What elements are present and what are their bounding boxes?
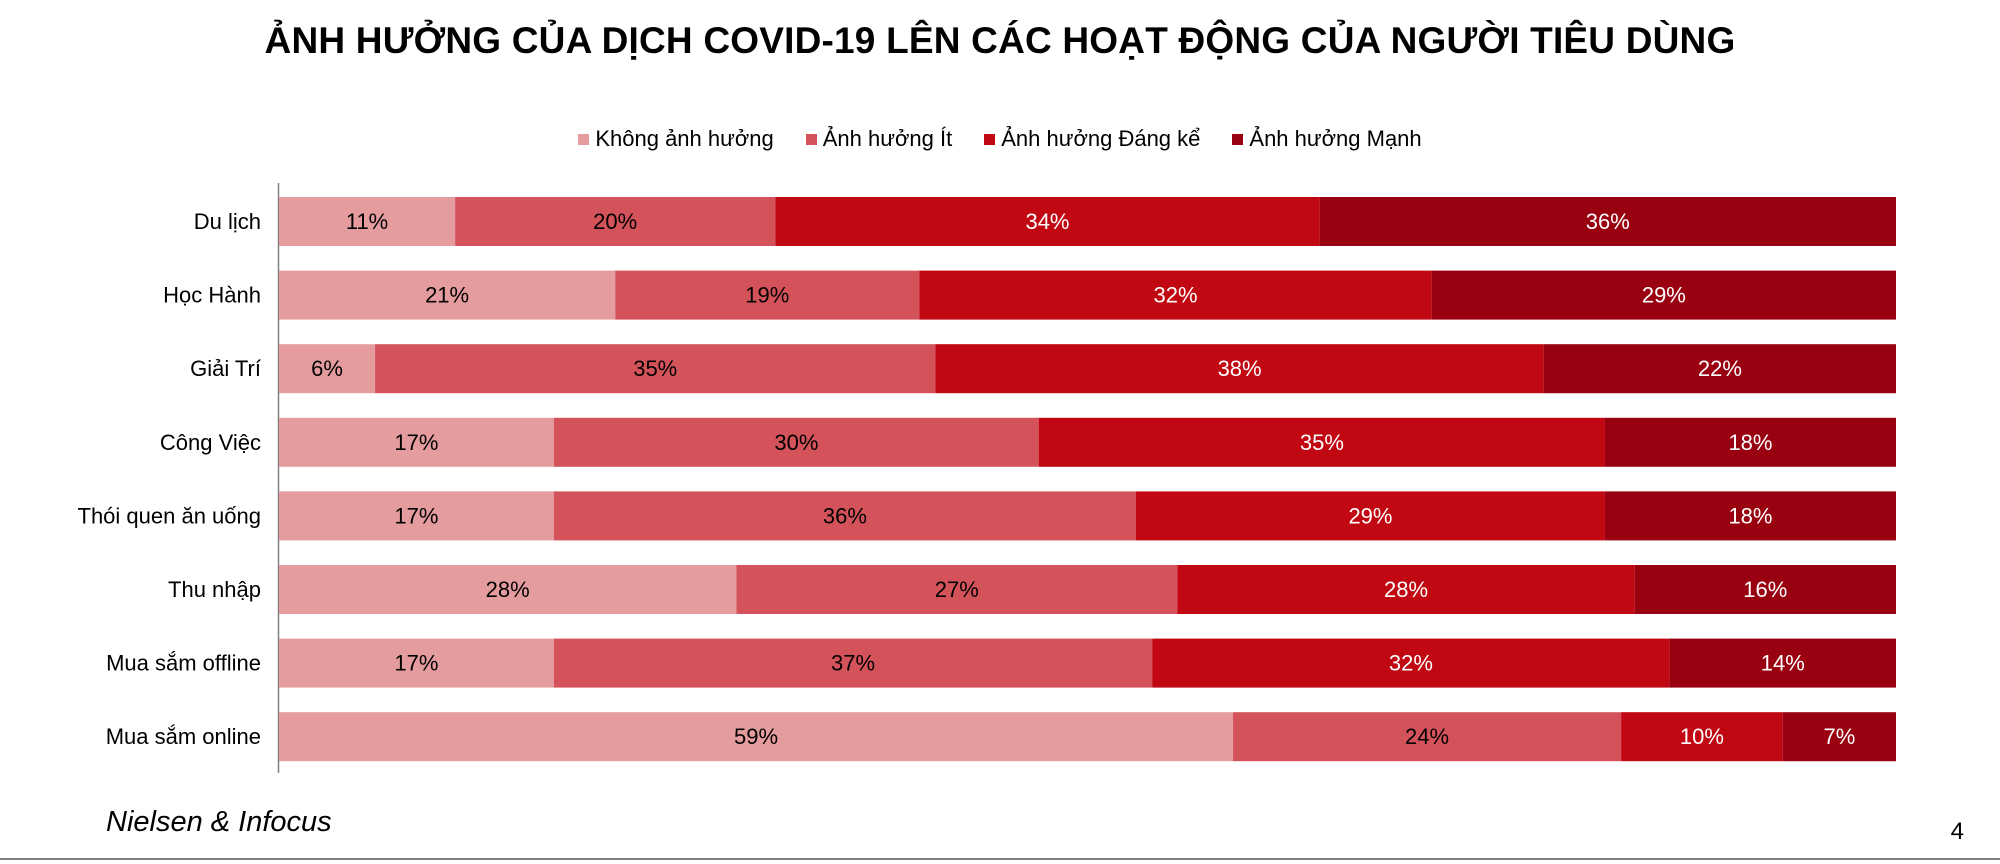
data-label: 18% [1728, 430, 1772, 455]
legend-label: Ảnh hưởng Đáng kể [1001, 126, 1201, 151]
data-label: 29% [1642, 283, 1686, 308]
data-label: 30% [774, 430, 818, 455]
category-label: Mua sắm offline [106, 651, 261, 676]
bar-segment [1604, 491, 1896, 541]
legend-item: Ảnh hưởng Đáng kể [984, 126, 1200, 152]
bar-segment [279, 270, 616, 320]
bar-segment [279, 197, 456, 246]
category-label: Thu nhập [168, 577, 261, 602]
bar-segment [553, 491, 1137, 541]
data-label: 36% [1586, 209, 1630, 234]
data-label: 36% [823, 503, 867, 528]
bar-segment [1431, 270, 1896, 320]
bar-segment [1038, 417, 1605, 467]
bar-segment [1543, 344, 1896, 394]
bar-segment [919, 270, 1432, 320]
data-label: 6% [311, 356, 343, 381]
bar-segment [935, 344, 1544, 394]
data-label: 11% [346, 209, 388, 234]
data-label: 35% [633, 356, 677, 381]
legend-swatch [1232, 133, 1244, 145]
data-label: 34% [1025, 209, 1069, 234]
bar-segment [375, 344, 936, 394]
data-label: 10% [1680, 724, 1724, 749]
data-label: 59% [734, 724, 778, 749]
data-label: 35% [1300, 430, 1344, 455]
bar-segment [1604, 417, 1896, 467]
category-label: Mua sắm online [106, 724, 261, 749]
data-label: 21% [425, 283, 469, 308]
data-label: 38% [1218, 356, 1262, 381]
bar-segment [1177, 565, 1635, 614]
data-label: 16% [1743, 577, 1787, 602]
legend-item: Ảnh hưởng Mạnh [1232, 126, 1422, 152]
legend-swatch [578, 133, 590, 145]
bar-segment [553, 417, 1039, 467]
data-label: 17% [394, 651, 438, 676]
bar-segment [279, 565, 737, 614]
legend-swatch [805, 133, 817, 145]
data-label: 27% [935, 577, 979, 602]
data-label: 7% [1824, 724, 1856, 749]
bar-segment [1782, 712, 1896, 762]
legend-label: Ảnh hưởng Ít [822, 126, 953, 151]
bar-segment [279, 491, 554, 541]
legend-item: Không ảnh hưởng [578, 126, 774, 152]
data-label: 19% [745, 283, 789, 308]
data-label: 32% [1154, 283, 1198, 308]
bar-segment [1669, 638, 1896, 688]
category-label: Du lịch [194, 209, 261, 234]
legend-label: Ảnh hưởng Mạnh [1249, 126, 1422, 151]
bar-segment [455, 197, 776, 246]
data-label: 28% [486, 577, 530, 602]
bar-segment [1621, 712, 1783, 762]
legend-item: Ảnh hưởng Ít [805, 126, 953, 152]
bar-segment [279, 417, 554, 467]
legend-label: Không ảnh hưởng [595, 126, 774, 151]
bar-segment [736, 565, 1178, 614]
data-label: 14% [1761, 651, 1805, 676]
bar-segment [1634, 565, 1896, 614]
data-label: 28% [1384, 577, 1428, 602]
category-label: Công Việc [160, 430, 261, 455]
bar-segment [615, 270, 920, 320]
data-label: 20% [593, 209, 637, 234]
category-label: Học Hành [163, 283, 261, 308]
bar-segment [279, 344, 376, 394]
bar-segment [1319, 197, 1896, 246]
data-label: 32% [1389, 651, 1433, 676]
category-label: Giải Trí [190, 356, 261, 381]
chart-title: ẢNH HƯỞNG CỦA DỊCH COVID-19 LÊN CÁC HOẠT… [264, 20, 1736, 61]
data-label: 29% [1348, 503, 1392, 528]
data-label: 37% [831, 651, 875, 676]
bar-segment [1136, 491, 1605, 541]
data-label: 17% [394, 503, 438, 528]
bar-segment [279, 712, 1234, 762]
bar-segment [279, 638, 554, 688]
legend-swatch [984, 133, 996, 145]
bar-segment [1152, 638, 1670, 688]
data-label: 24% [1405, 724, 1449, 749]
data-label: 17% [394, 430, 438, 455]
bottom-divider [0, 858, 2000, 860]
bar-segment [775, 197, 1320, 246]
bar-segment [553, 638, 1153, 688]
bar-segment [1233, 712, 1622, 762]
page-number: 4 [1950, 818, 1964, 845]
data-label: 22% [1698, 356, 1742, 381]
data-label: 18% [1728, 503, 1772, 528]
chart-legend: Không ảnh hưởng Ảnh hưởng Ít Ảnh hưởng Đán… [0, 126, 2000, 152]
source-credit: Nielsen & Infocus [106, 806, 332, 838]
category-label: Thói quen ăn uống [78, 503, 262, 528]
